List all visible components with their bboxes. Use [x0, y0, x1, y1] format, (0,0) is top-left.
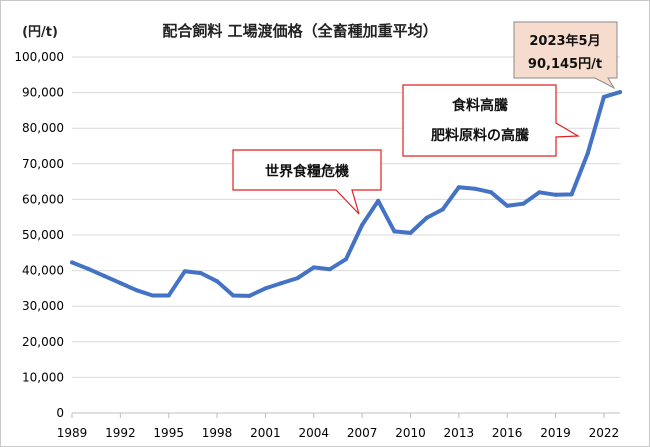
y-tick-label: 10,000 — [22, 370, 64, 384]
callout-food-crisis-text: 世界食糧危機 — [265, 163, 349, 180]
data-point — [344, 257, 348, 262]
data-point — [86, 266, 91, 271]
data-point — [360, 223, 365, 227]
data-point — [150, 293, 155, 298]
callout-price-surge: 食料高騰 肥料原料の高騰 — [402, 84, 581, 157]
callout-price-surge-line1: 食料高騰 — [452, 97, 509, 114]
data-point — [618, 90, 622, 95]
callout-food-crisis-box — [232, 149, 382, 215]
x-tick-label: 2010 — [395, 426, 426, 440]
data-point — [102, 273, 107, 278]
data-point — [231, 293, 236, 298]
callout-latest-date: 2023年5月 — [529, 33, 600, 49]
data-point — [440, 207, 445, 212]
x-tick-label: 1998 — [202, 426, 233, 440]
data-point — [327, 267, 332, 272]
data-point — [134, 288, 139, 293]
x-tick-label: 1992 — [105, 426, 136, 440]
x-tick-label: 1989 — [57, 426, 88, 440]
data-point — [376, 198, 381, 203]
data-point — [392, 229, 397, 234]
data-point — [263, 286, 268, 291]
data-point — [553, 192, 558, 197]
x-axis-ticks: 1989 1992 1995 1998 2001 2004 2007 2010 2013 2016… — [57, 413, 619, 440]
data-point — [424, 215, 429, 220]
y-tick-label: 40,000 — [22, 264, 64, 278]
data-point — [408, 230, 413, 235]
data-point — [472, 186, 477, 191]
data-point — [569, 192, 574, 197]
data-point — [215, 279, 220, 284]
x-tick-label: 2004 — [298, 426, 329, 440]
data-point — [311, 265, 316, 270]
y-axis-ticks: 0 10,000 20,000 30,000 40,000 50,000 60,000 70,… — [14, 50, 64, 420]
data-point — [279, 281, 284, 286]
x-tick-label: 2001 — [250, 426, 281, 440]
y-tick-label: 0 — [56, 406, 64, 420]
callout-price-surge-box — [402, 84, 581, 157]
y-tick-label: 50,000 — [22, 228, 64, 242]
data-point — [198, 271, 203, 276]
data-point — [70, 260, 74, 265]
y-tick-label: 20,000 — [22, 335, 64, 349]
data-point — [585, 151, 590, 156]
y-tick-label: 90,000 — [22, 86, 64, 100]
data-point — [489, 190, 494, 195]
callout-latest-value: 2023年5月 90,145円/t — [513, 21, 618, 90]
x-tick-label: 2013 — [444, 426, 475, 440]
data-point — [166, 293, 171, 298]
data-point — [247, 293, 252, 298]
data-point — [118, 281, 123, 286]
callout-food-crisis: 世界食糧危機 — [232, 149, 382, 215]
y-unit-label: (円/t) — [22, 25, 58, 40]
x-tick-label: 2022 — [589, 426, 620, 440]
y-tick-label: 70,000 — [22, 157, 64, 171]
data-point — [182, 269, 187, 274]
x-tick-label: 1995 — [153, 426, 184, 440]
callout-latest-value-box — [513, 21, 618, 90]
chart-title: 配合飼料 工場渡価格（全畜種加重平均） — [162, 22, 437, 40]
x-tick-label: 2019 — [540, 426, 571, 440]
data-point — [456, 185, 461, 190]
y-tick-label: 60,000 — [22, 192, 64, 206]
y-tick-label: 100,000 — [14, 50, 64, 64]
data-point — [295, 276, 300, 281]
y-tick-label: 80,000 — [22, 121, 64, 135]
data-point — [537, 190, 542, 195]
callout-latest-price: 90,145円/t — [528, 57, 602, 72]
x-tick-label: 2016 — [492, 426, 523, 440]
callout-price-surge-line2: 肥料原料の高騰 — [431, 127, 530, 144]
x-tick-label: 2007 — [347, 426, 378, 440]
series-group — [70, 90, 622, 298]
y-tick-label: 30,000 — [22, 299, 64, 313]
data-point — [505, 203, 510, 208]
data-point — [601, 94, 606, 99]
data-point — [521, 201, 526, 206]
